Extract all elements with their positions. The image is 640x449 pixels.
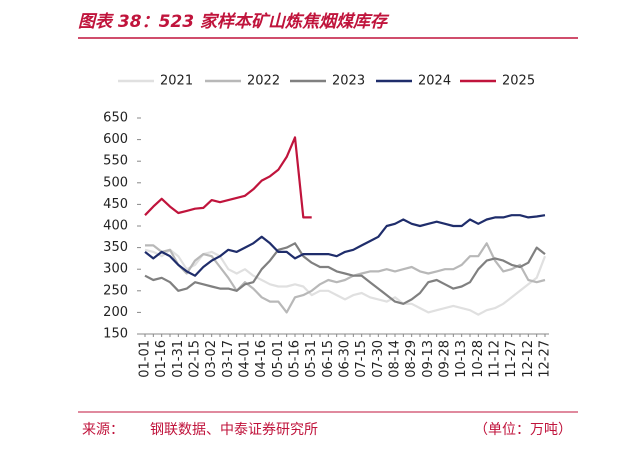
x-tick-label: 02-15 — [188, 340, 203, 378]
series-line — [145, 242, 546, 314]
x-tick-label: 08-14 — [388, 340, 403, 378]
series-line — [144, 242, 546, 305]
x-tick-label: 09-13 — [421, 340, 436, 378]
y-tick-label: 500 — [103, 175, 128, 190]
x-tick-label: 12-27 — [538, 340, 553, 378]
x-tick-label: 04-16 — [254, 340, 269, 378]
x-tick-label: 06-30 — [338, 340, 353, 378]
y-tick-label: 650 — [103, 111, 128, 126]
legend-label: 2022 — [247, 74, 280, 89]
x-tick-label: 08-29 — [404, 340, 419, 378]
series-line — [144, 136, 312, 219]
x-tick-label: 01-31 — [171, 340, 186, 378]
legend-label: 2025 — [502, 74, 535, 89]
y-tick-label: 150 — [103, 327, 128, 342]
series-line — [144, 248, 547, 316]
x-tick-label: 07-30 — [371, 340, 386, 378]
x-tick-label: 04-01 — [238, 340, 253, 378]
y-tick-label: 450 — [103, 197, 128, 212]
x-tick-label: 03-02 — [204, 340, 219, 378]
x-tick-label: 10-13 — [454, 340, 469, 378]
legend-label: 2024 — [418, 74, 451, 89]
y-tick-label: 200 — [103, 305, 128, 320]
x-tick-label: 05-16 — [288, 340, 303, 378]
x-tick-label: 11-12 — [488, 340, 503, 378]
x-tick-label: 06-15 — [321, 340, 336, 378]
y-tick-label: 350 — [103, 240, 128, 255]
x-tick-label: 01-01 — [138, 340, 153, 378]
x-tick-label: 12-12 — [521, 340, 536, 378]
y-tick-label: 400 — [103, 219, 128, 234]
unit: （单位：万吨） — [474, 422, 572, 438]
series-line — [144, 214, 546, 277]
y-tick-label: 550 — [103, 154, 128, 169]
x-tick-label: 11-27 — [504, 340, 519, 378]
y-tick-label: 300 — [103, 262, 128, 277]
x-tick-label: 05-01 — [271, 340, 286, 378]
x-tick-label: 09-28 — [438, 340, 453, 378]
y-tick-label: 250 — [103, 283, 128, 298]
source-label: 来源： — [82, 422, 124, 438]
x-tick-label: 07-15 — [354, 340, 369, 378]
chart-title: 图表 38：523 家样本矿山炼焦烟煤库存 — [78, 12, 390, 32]
x-tick-label: 01-16 — [154, 340, 169, 378]
legend-label: 2021 — [160, 74, 193, 89]
x-tick-label: 03-17 — [221, 340, 236, 378]
source: 钢联数据、中泰证券研究所 — [150, 422, 318, 438]
x-tick-label: 10-28 — [471, 340, 486, 378]
x-tick-label: 05-31 — [304, 340, 319, 378]
legend-label: 2023 — [332, 74, 365, 89]
y-tick-label: 600 — [103, 132, 128, 147]
